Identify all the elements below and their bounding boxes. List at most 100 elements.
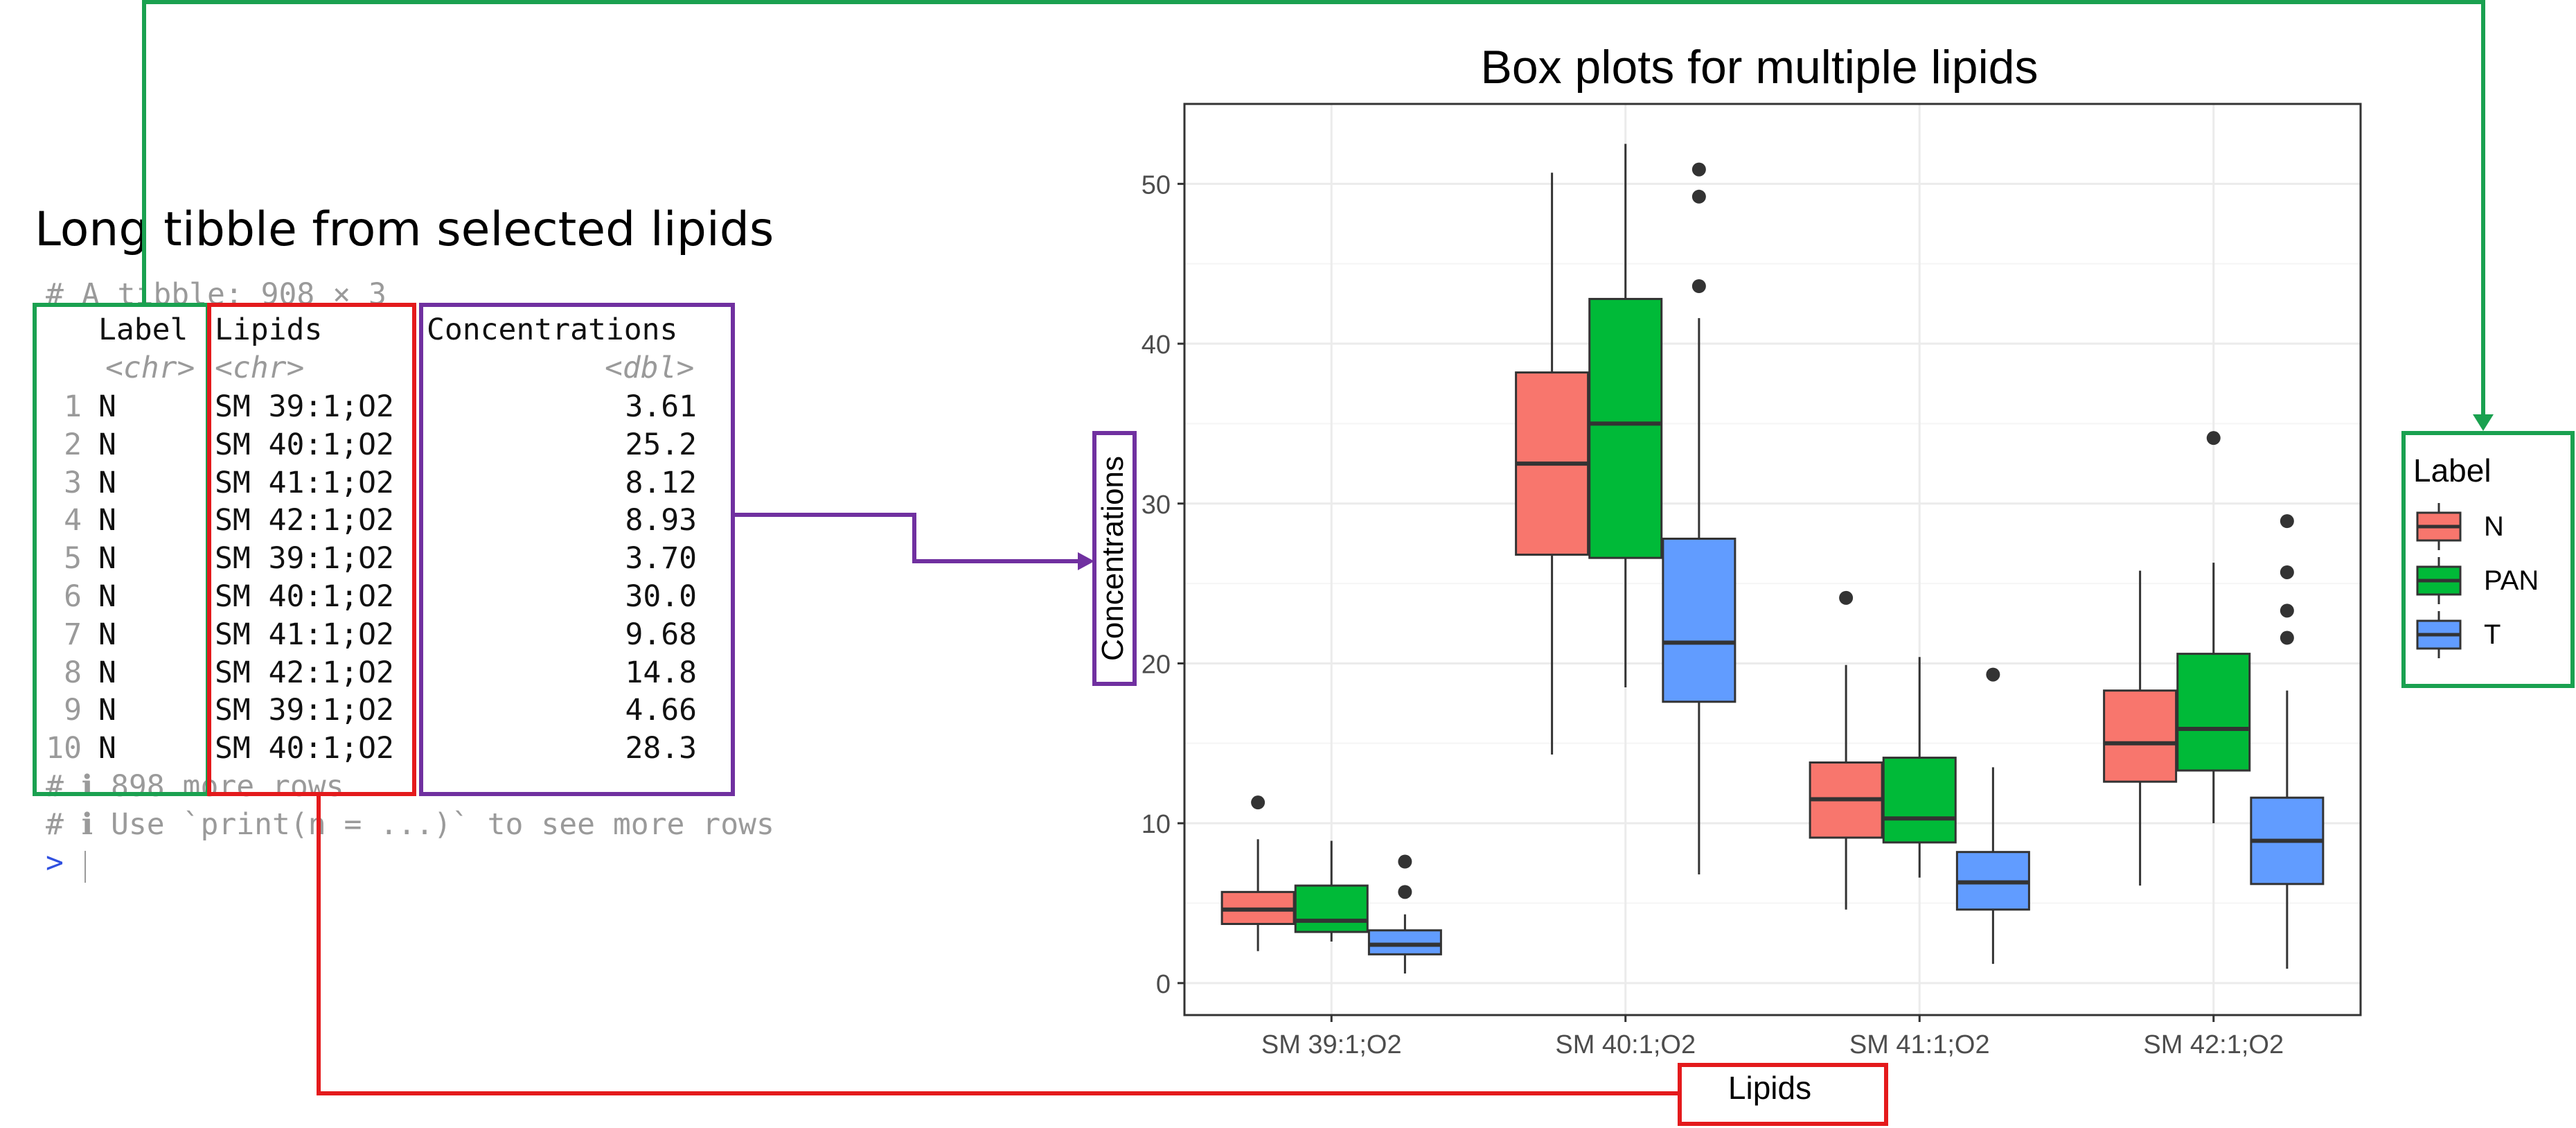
row-index: 3 (64, 465, 82, 500)
y-axis-ticks: 0 10 20 30 40 50 (1142, 170, 1184, 999)
row-index: 4 (64, 503, 82, 538)
outlier-point (2280, 631, 2294, 645)
y-tick-label: 40 (1142, 331, 1171, 360)
label-connector-line (142, 0, 2485, 416)
row-concentration: 3.61 (625, 389, 697, 424)
y-axis-label: Concentrations (1096, 456, 1130, 661)
box-N-2 (1809, 590, 1883, 910)
row-label: N (98, 655, 116, 690)
column-header-label: Label (98, 312, 188, 347)
row-index: 5 (64, 541, 82, 576)
x-tick-label: SM 41:1;O2 (1849, 1030, 1990, 1059)
row-lipid: SM 39:1;O2 (215, 541, 394, 576)
row-index: 6 (64, 579, 82, 614)
box-iqr (2176, 653, 2251, 772)
row-lipid: SM 42:1;O2 (215, 503, 394, 538)
legend-highlight (2401, 431, 2575, 688)
concentrations-column-highlight (419, 303, 735, 796)
y-axis-label-highlight (1092, 431, 1137, 686)
tibble-footer-print-hint: # ℹ Use `print(n = ...)` to see more row… (46, 807, 774, 842)
row-label: N (98, 465, 116, 500)
lipids-column-highlight (207, 303, 416, 796)
row-label: N (98, 389, 116, 424)
outlier-point (1691, 189, 1706, 204)
row-concentration: 8.93 (625, 503, 697, 538)
box-iqr (1662, 538, 1736, 703)
y-tick-label: 0 (1156, 970, 1171, 999)
x-tick-label: SM 39:1;O2 (1261, 1030, 1402, 1059)
legend-label: T (2484, 619, 2501, 650)
box-N-1 (1515, 173, 1590, 755)
row-label: N (98, 427, 116, 462)
row-label: N (98, 579, 116, 614)
outlier-point (1398, 885, 1412, 899)
outlier-point (2280, 514, 2294, 529)
column-header-concentrations: Concentrations (427, 312, 678, 347)
box-N-0 (1220, 795, 1295, 951)
row-lipid: SM 40:1;O2 (215, 427, 394, 462)
row-concentration: 8.12 (625, 465, 697, 500)
legend-key-t: T (2416, 611, 2501, 658)
legend-key-n: N (2416, 503, 2504, 550)
legend-label: PAN (2484, 565, 2539, 596)
row-lipid: SM 39:1;O2 (215, 389, 394, 424)
row-label: N (98, 693, 116, 728)
concentrations-connector-arrowhead (1078, 552, 1094, 570)
legend-key-pan: PAN (2416, 557, 2539, 604)
y-tick-label: 30 (1142, 491, 1171, 520)
row-label: N (98, 541, 116, 576)
row-lipid: SM 42:1;O2 (215, 655, 394, 690)
box-T-0 (1367, 854, 1442, 974)
plot-border (1183, 103, 2362, 1016)
row-index: 7 (64, 617, 82, 652)
legend: Label N PAN T (2413, 452, 2539, 658)
row-concentration: 3.70 (625, 541, 697, 576)
box-iqr (1882, 757, 1957, 844)
lipids-connector-line (317, 794, 1680, 1095)
row-concentration: 25.2 (625, 427, 697, 462)
row-index: 1 (64, 389, 82, 424)
row-label: N (98, 731, 116, 766)
chart-title: Box plots for multiple lipids (1480, 41, 2038, 94)
outlier-point (1986, 667, 2000, 682)
row-lipid: SM 41:1;O2 (215, 617, 394, 652)
tibble-footer-more-rows: # ℹ 898 more rows (46, 769, 344, 804)
y-tick-label: 50 (1142, 170, 1171, 200)
outlier-point (2206, 431, 2221, 446)
row-lipid: SM 39:1;O2 (215, 693, 394, 728)
column-type-lipids: <chr> (215, 351, 305, 385)
box-iqr (1294, 884, 1369, 933)
row-lipid: SM 41:1;O2 (215, 465, 394, 500)
row-concentration: 4.66 (625, 693, 697, 728)
box-T-2 (1955, 667, 2030, 964)
label-connector-arrowhead (2473, 414, 2494, 431)
row-index: 10 (46, 731, 82, 766)
x-axis-label: Lipids (1728, 1070, 1811, 1106)
row-label: N (98, 503, 116, 538)
row-concentration: 9.68 (625, 617, 697, 652)
box-PAN-0 (1294, 840, 1369, 942)
legend-title: Label (2413, 452, 2491, 488)
outlier-point (1691, 279, 1706, 293)
outlier-point (2280, 565, 2294, 579)
box-PAN-3 (2176, 431, 2251, 824)
outlier-point (1839, 590, 1854, 605)
plot-background (1184, 104, 2361, 1015)
box-iqr (1367, 929, 1442, 955)
row-index: 9 (64, 693, 82, 728)
row-index: 8 (64, 655, 82, 690)
box-T-3 (2250, 514, 2325, 969)
box-T-1 (1662, 162, 1736, 874)
legend-label: N (2484, 511, 2504, 542)
outlier-point (1398, 854, 1412, 869)
row-concentration: 28.3 (625, 731, 697, 766)
row-index: 2 (64, 427, 82, 462)
box-iqr (2103, 689, 2178, 783)
x-axis-ticks: SM 39:1;O2 SM 40:1;O2 SM 41:1;O2 SM 42:1;O2 (1261, 1015, 2284, 1059)
boxplot-marks (1220, 143, 2325, 974)
row-lipid: SM 40:1;O2 (215, 579, 394, 614)
x-axis-label-highlight (1678, 1063, 1888, 1126)
console-prompt[interactable]: > (46, 845, 64, 880)
row-concentration: 30.0 (625, 579, 697, 614)
x-tick-label: SM 40:1;O2 (1555, 1030, 1696, 1059)
